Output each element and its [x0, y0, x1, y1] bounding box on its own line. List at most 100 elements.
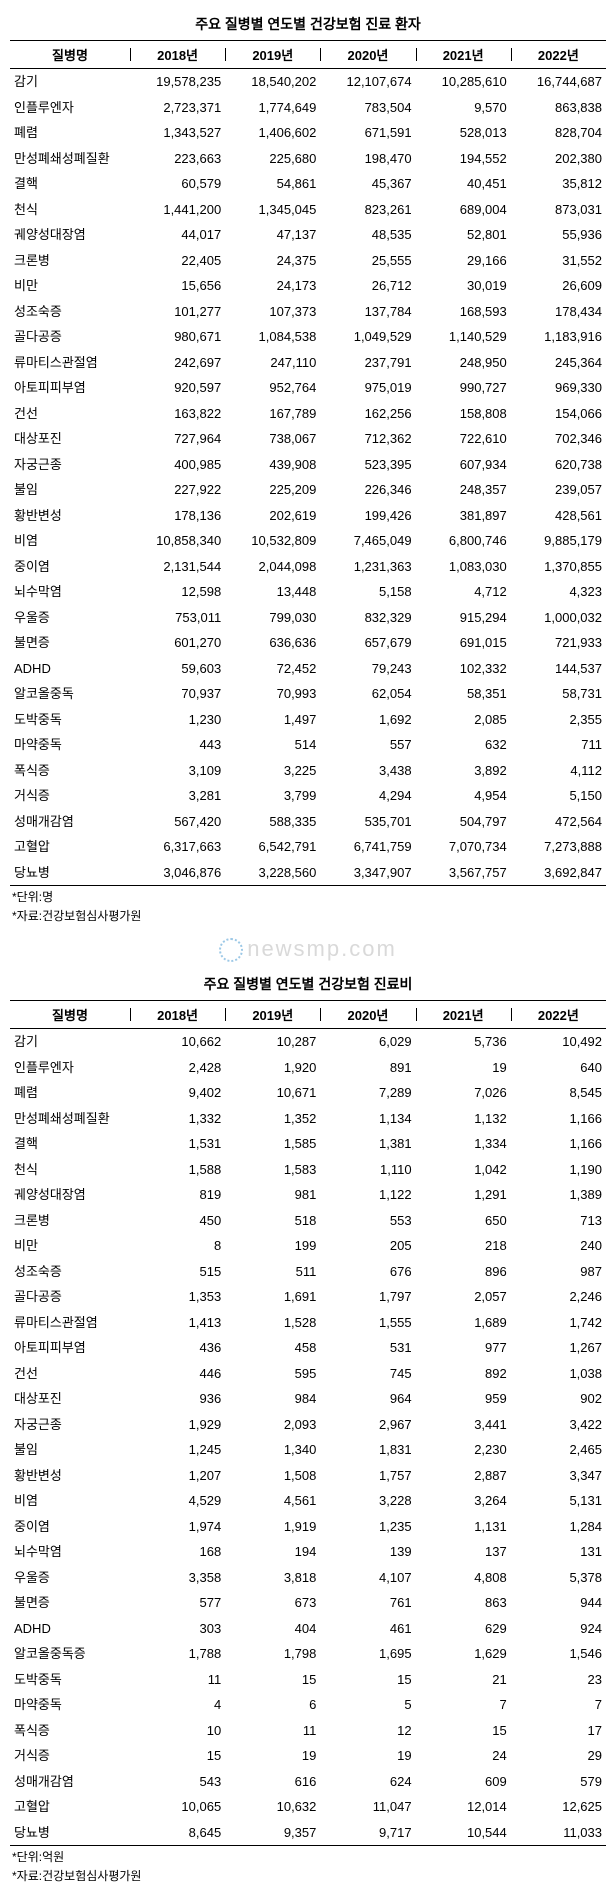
value-cell: 24,173 [225, 273, 320, 299]
value-cell: 10,858,340 [130, 528, 225, 554]
value-cell: 4,107 [320, 1565, 415, 1591]
value-cell: 11 [130, 1667, 225, 1693]
value-cell: 3,818 [225, 1565, 320, 1591]
value-cell: 535,701 [320, 809, 415, 835]
table1-col-1: 2018년 [130, 41, 225, 69]
value-cell: 1,332 [130, 1106, 225, 1132]
value-cell: 4,294 [320, 783, 415, 809]
value-cell: 139 [320, 1539, 415, 1565]
table1-col-0: 질병명 [10, 41, 130, 69]
table-row: 당뇨병3,046,8763,228,5603,347,9073,567,7573… [10, 860, 606, 886]
value-cell: 984 [225, 1386, 320, 1412]
watermark-sun-icon [219, 938, 243, 962]
value-cell: 15 [416, 1718, 511, 1744]
value-cell: 616 [225, 1769, 320, 1795]
value-cell: 1,929 [130, 1412, 225, 1438]
value-cell: 1,345,045 [225, 197, 320, 223]
value-cell: 247,110 [225, 350, 320, 376]
disease-name-cell: 궤양성대장염 [10, 222, 130, 248]
disease-name-cell: 류마티스관절염 [10, 350, 130, 376]
value-cell: 4,529 [130, 1488, 225, 1514]
value-cell: 1,183,916 [511, 324, 606, 350]
value-cell: 461 [320, 1616, 415, 1642]
value-cell: 15 [225, 1667, 320, 1693]
value-cell: 12,014 [416, 1794, 511, 1820]
value-cell: 205 [320, 1233, 415, 1259]
value-cell: 523,395 [320, 452, 415, 478]
patients-table-section: 주요 질병별 연도별 건강보험 진료 환자 질병명 2018년 2019년 20… [10, 10, 606, 924]
value-cell: 629 [416, 1616, 511, 1642]
table-row: 황반변성178,136202,619199,426381,897428,561 [10, 503, 606, 529]
value-cell: 5,378 [511, 1565, 606, 1591]
value-cell: 12,107,674 [320, 69, 415, 95]
disease-name-cell: 당뇨병 [10, 1820, 130, 1846]
table-row: 크론병22,40524,37525,55529,16631,552 [10, 248, 606, 274]
value-cell: 240 [511, 1233, 606, 1259]
value-cell: 1,042 [416, 1157, 511, 1183]
value-cell: 2,887 [416, 1463, 511, 1489]
value-cell: 1,235 [320, 1514, 415, 1540]
value-cell: 1,134 [320, 1106, 415, 1132]
disease-name-cell: 성매개감염 [10, 1769, 130, 1795]
value-cell: 936 [130, 1386, 225, 1412]
value-cell: 915,294 [416, 605, 511, 631]
disease-name-cell: 불면증 [10, 1590, 130, 1616]
value-cell: 26,712 [320, 273, 415, 299]
value-cell: 450 [130, 1208, 225, 1234]
value-cell: 202,380 [511, 146, 606, 172]
disease-name-cell: 황반변성 [10, 503, 130, 529]
value-cell: 1,757 [320, 1463, 415, 1489]
value-cell: 10,285,610 [416, 69, 511, 95]
value-cell: 636,636 [225, 630, 320, 656]
disease-name-cell: 마약중독 [10, 732, 130, 758]
value-cell: 650 [416, 1208, 511, 1234]
value-cell: 8 [130, 1233, 225, 1259]
value-cell: 1,245 [130, 1437, 225, 1463]
value-cell: 896 [416, 1259, 511, 1285]
table-row: ADHD303404461629924 [10, 1616, 606, 1642]
disease-name-cell: 비만 [10, 273, 130, 299]
disease-name-cell: 건선 [10, 401, 130, 427]
value-cell: 1,343,527 [130, 120, 225, 146]
table-row: 만성폐쇄성폐질환1,3321,3521,1341,1321,166 [10, 1106, 606, 1132]
disease-name-cell: 우울증 [10, 605, 130, 631]
value-cell: 1,000,032 [511, 605, 606, 631]
value-cell: 23 [511, 1667, 606, 1693]
value-cell: 48,535 [320, 222, 415, 248]
disease-name-cell: 불임 [10, 1437, 130, 1463]
value-cell: 8,645 [130, 1820, 225, 1846]
value-cell: 691,015 [416, 630, 511, 656]
disease-name-cell: 우울증 [10, 1565, 130, 1591]
value-cell: 9,885,179 [511, 528, 606, 554]
value-cell: 227,922 [130, 477, 225, 503]
value-cell: 202,619 [225, 503, 320, 529]
value-cell: 198,470 [320, 146, 415, 172]
table-row: 뇌수막염12,59813,4485,1584,7124,323 [10, 579, 606, 605]
value-cell: 713 [511, 1208, 606, 1234]
value-cell: 7 [511, 1692, 606, 1718]
value-cell: 1,334 [416, 1131, 511, 1157]
table-row: 마약중독46577 [10, 1692, 606, 1718]
disease-name-cell: 만성폐쇄성폐질환 [10, 1106, 130, 1132]
value-cell: 11,047 [320, 1794, 415, 1820]
value-cell: 671,591 [320, 120, 415, 146]
value-cell: 44,017 [130, 222, 225, 248]
value-cell: 557 [320, 732, 415, 758]
value-cell: 22,405 [130, 248, 225, 274]
disease-name-cell: 폐렴 [10, 120, 130, 146]
value-cell: 2,355 [511, 707, 606, 733]
value-cell: 1,441,200 [130, 197, 225, 223]
value-cell: 579 [511, 1769, 606, 1795]
value-cell: 1,190 [511, 1157, 606, 1183]
value-cell: 58,351 [416, 681, 511, 707]
cost-table-section: 주요 질병별 연도별 건강보험 진료비 질병명 2018년 2019년 2020… [10, 970, 606, 1884]
value-cell: 1,340 [225, 1437, 320, 1463]
value-cell: 400,985 [130, 452, 225, 478]
value-cell: 1,122 [320, 1182, 415, 1208]
disease-name-cell: 비염 [10, 1488, 130, 1514]
value-cell: 2,428 [130, 1055, 225, 1081]
table-row: 류마티스관절염1,4131,5281,5551,6891,742 [10, 1310, 606, 1336]
disease-name-cell: 자궁근종 [10, 452, 130, 478]
value-cell: 15 [130, 1743, 225, 1769]
value-cell: 439,908 [225, 452, 320, 478]
